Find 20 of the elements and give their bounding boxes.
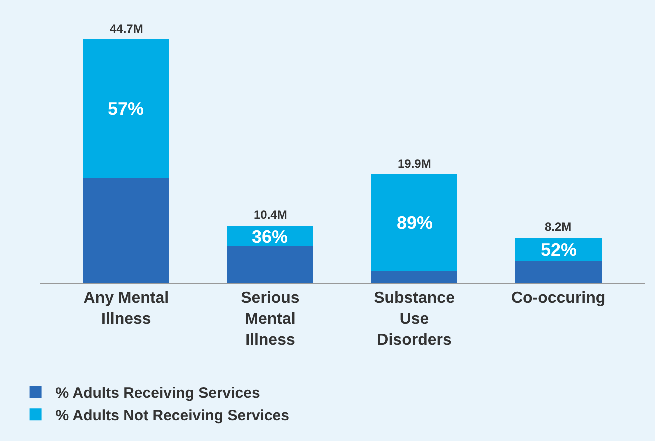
x-tick-label: Co-occuring [511, 290, 606, 308]
annotation: 52% [541, 240, 578, 260]
bar [83, 40, 170, 178]
bar [371, 174, 458, 272]
annotation: 36% [252, 227, 288, 247]
bar [83, 178, 170, 283]
x-tick-label: Any Mental Illness [84, 290, 170, 328]
x-tick-label: Substance Use Disorders [374, 290, 456, 349]
bar [515, 262, 602, 283]
annotation: 89% [397, 213, 434, 233]
legend-label: % Adults Receiving Services [56, 384, 260, 402]
annotation: 10.4M [254, 208, 288, 222]
annotation: 8.2M [545, 220, 572, 234]
bar [227, 246, 314, 283]
text: 44.7M [110, 22, 144, 36]
annotation: 19.9M [398, 157, 432, 171]
legend-label: % Adults Not Receiving Services [56, 407, 290, 424]
bar [371, 271, 458, 283]
x-tick-label: Serious Mental Illness [241, 290, 300, 349]
annotation: 57% [108, 99, 144, 119]
